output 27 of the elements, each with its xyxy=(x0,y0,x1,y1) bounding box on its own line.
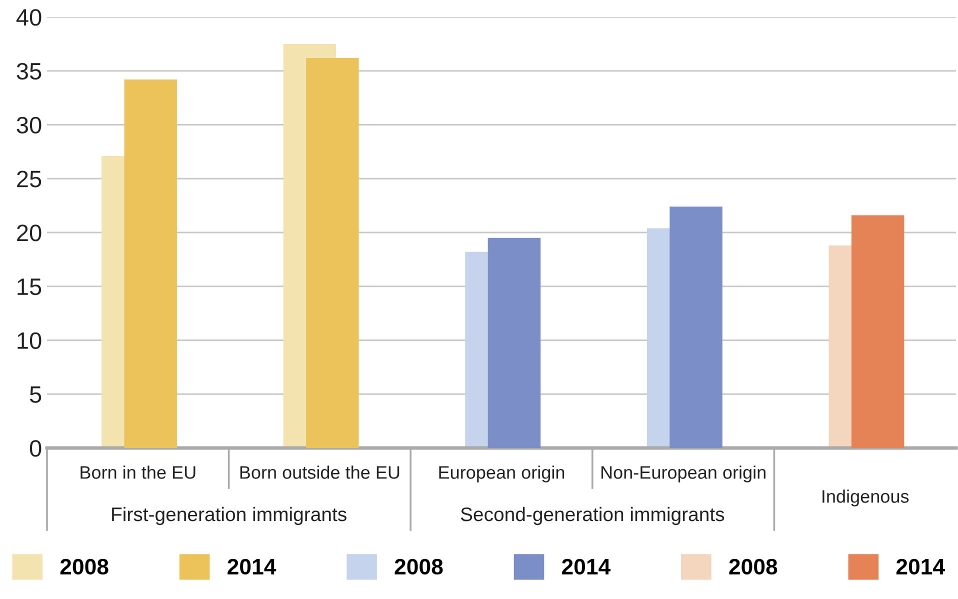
y-tick-label: 25 xyxy=(17,170,42,188)
y-tick-label: 30 xyxy=(16,116,42,134)
y-tick-label: 15 xyxy=(18,278,42,296)
x-tick-label: Born outside the EU xyxy=(240,466,400,479)
y-tick-label: 20 xyxy=(17,224,42,242)
x-tick-label: Non-European origin xyxy=(601,466,766,482)
y-tick-label: 35 xyxy=(16,62,42,80)
legend-label: 2014 xyxy=(562,558,611,575)
bar xyxy=(851,215,904,448)
y-tick-label: 5 xyxy=(30,386,42,403)
legend-label: 2008 xyxy=(60,558,108,575)
y-tick-label: 10 xyxy=(18,332,42,350)
text: First-generation immigrants xyxy=(112,506,346,526)
x-tick-label: Indigenous xyxy=(822,490,909,506)
x-tick-label: European origin xyxy=(439,466,564,482)
text: Second-generation immigrants xyxy=(460,506,724,526)
legend-label: 2008 xyxy=(729,558,778,575)
bar xyxy=(124,79,177,448)
y-tick-label: 0 xyxy=(30,440,42,457)
bar xyxy=(306,58,359,448)
y-tick-label: 40 xyxy=(16,9,42,26)
legend-label: 2008 xyxy=(394,558,443,575)
bar xyxy=(488,238,541,448)
legend-label: 2014 xyxy=(896,558,945,575)
x-tick-label: Born in the EU xyxy=(80,466,196,479)
bar xyxy=(670,206,722,448)
legend-label: 2014 xyxy=(228,558,276,575)
